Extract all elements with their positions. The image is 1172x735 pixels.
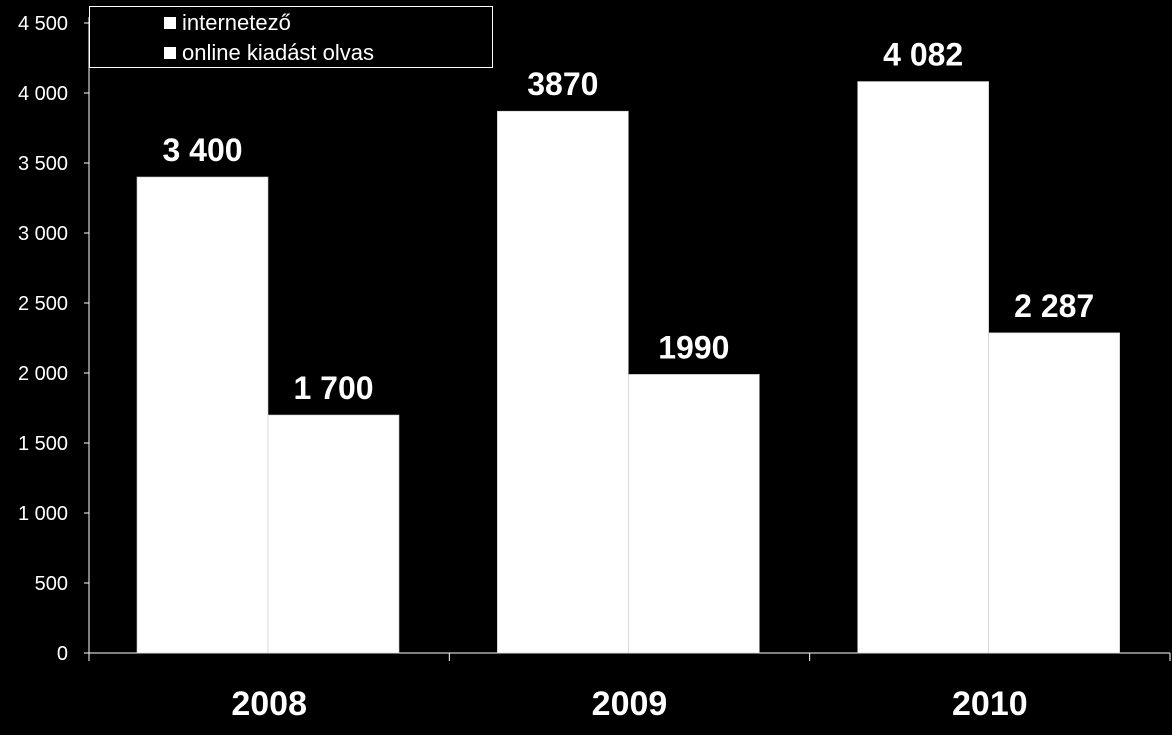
data-label-online-kiadast-olvas-2010: 2 287 <box>1014 288 1094 324</box>
bar-online-kiadast-olvas-2008 <box>267 414 400 654</box>
y-tick-label: 4 500 <box>18 13 68 35</box>
legend-label-internetezo: internetező <box>182 10 291 35</box>
y-axis: 0 500 1 000 1 500 2 000 2 500 3 000 3 500 4 000 4… <box>18 13 90 665</box>
bar-internetezo-2010 <box>857 81 989 654</box>
y-tick-label: 1 500 <box>18 433 68 455</box>
y-tick-label: 2 500 <box>18 293 68 315</box>
category-label-2010: 2010 <box>952 685 1028 723</box>
bars <box>136 81 1120 654</box>
legend-swatch-online-kiadast-olvas <box>164 47 176 59</box>
y-tick-label: 3 500 <box>18 153 68 175</box>
y-tick-label: 2 000 <box>18 363 68 385</box>
legend-swatch-internetezo <box>164 17 176 29</box>
data-labels: 3 400 1 700 3870 1990 4 082 2 287 <box>162 37 1094 406</box>
legend-item-internetezo: internetező <box>164 10 291 36</box>
x-axis <box>88 652 1171 661</box>
y-tick-label: 0 <box>57 643 68 665</box>
y-tick-label: 4 000 <box>18 83 68 105</box>
legend-item-online-kiadast-olvas: online kiadást olvas <box>164 40 374 66</box>
data-label-internetezo-2010: 4 082 <box>883 37 963 73</box>
legend-label-online-kiadast-olvas: online kiadást olvas <box>182 40 375 65</box>
data-label-online-kiadast-olvas-2009: 1990 <box>658 329 729 365</box>
bar-internetezo-2008 <box>136 176 269 654</box>
data-label-online-kiadast-olvas-2008: 1 700 <box>293 370 373 406</box>
bar-internetezo-2009 <box>497 110 629 654</box>
y-tick-label: 1 000 <box>18 503 68 525</box>
bar-online-kiadast-olvas-2009 <box>628 374 760 654</box>
category-label-2008: 2008 <box>231 685 307 723</box>
bar-online-kiadast-olvas-2010 <box>988 332 1120 654</box>
data-label-internetezo-2008: 3 400 <box>162 132 242 168</box>
category-label-2009: 2009 <box>592 685 668 723</box>
data-label-internetezo-2009: 3870 <box>527 66 598 102</box>
legend: internetező online kiadást olvas <box>89 6 493 68</box>
y-tick-label: 500 <box>35 573 68 595</box>
category-labels: 2008 2009 2010 <box>231 685 1027 723</box>
y-tick-label: 3 000 <box>18 223 68 245</box>
